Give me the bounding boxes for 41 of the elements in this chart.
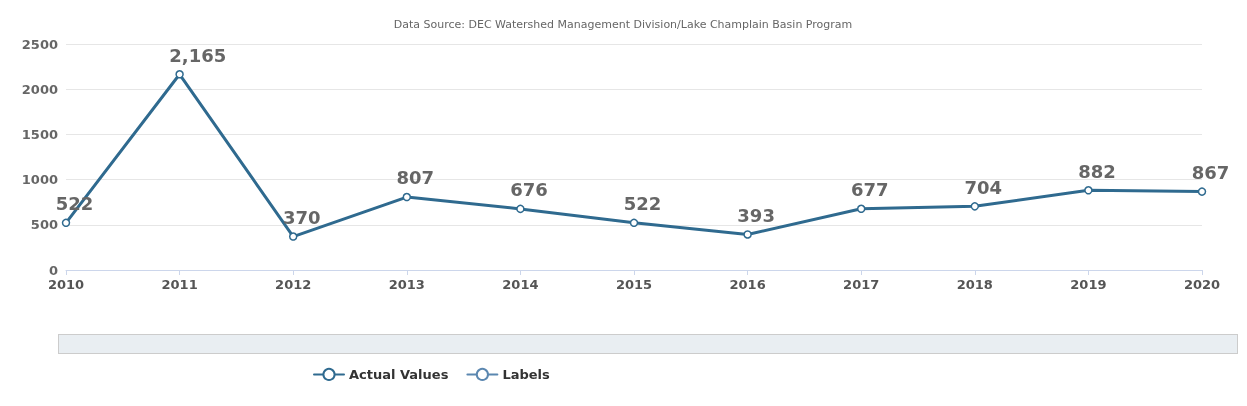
x-tick-label: 2013 xyxy=(388,277,425,292)
data-label: 807 xyxy=(396,167,435,189)
data-label: 882 xyxy=(1078,160,1116,182)
x-tick-label: 2010 xyxy=(47,277,85,292)
legend-label: Actual Values xyxy=(349,366,449,382)
y-tick-label: 1500 xyxy=(21,126,58,142)
point xyxy=(175,70,184,79)
y-tick-label: 2500 xyxy=(21,36,58,52)
data-label: 704 xyxy=(964,176,1003,198)
chart-title: Data Source: DEC Watershed Management Division/Lake Champlain Basin Program xyxy=(393,18,853,31)
data-label: 2,165 xyxy=(169,44,227,66)
x-tick-label: 2018 xyxy=(956,277,993,292)
data-label: 370 xyxy=(282,206,321,228)
y-tick-label: 500 xyxy=(30,217,58,233)
data-label: 677 xyxy=(850,179,889,201)
x-tick-label: 2015 xyxy=(615,277,653,292)
legend-label: Labels xyxy=(502,366,551,382)
x-tick-label: 2017 xyxy=(843,277,880,292)
x-tick-label: 2019 xyxy=(1070,277,1107,292)
point xyxy=(516,204,525,214)
point xyxy=(743,230,752,239)
point xyxy=(288,232,298,241)
x-tick-label: 2020 xyxy=(1183,277,1221,292)
point xyxy=(1197,187,1207,196)
data-label: 522 xyxy=(623,193,662,215)
data-label: 867 xyxy=(1191,161,1230,183)
x-tick-label: 2012 xyxy=(275,277,312,292)
point xyxy=(856,204,866,214)
point xyxy=(402,192,412,202)
y-tick-label: 2000 xyxy=(21,81,58,97)
point xyxy=(629,218,639,228)
point xyxy=(61,218,71,228)
point xyxy=(970,202,980,211)
data-label: 676 xyxy=(510,179,548,201)
x-tick-label: 2011 xyxy=(161,277,198,292)
data-label: 393 xyxy=(737,204,775,226)
y-tick-label: 0 xyxy=(48,262,58,278)
y-tick-label: 1000 xyxy=(21,172,58,188)
x-tick-label: 2014 xyxy=(502,277,539,292)
point xyxy=(1084,186,1093,195)
x-tick-label: 2016 xyxy=(729,277,766,292)
